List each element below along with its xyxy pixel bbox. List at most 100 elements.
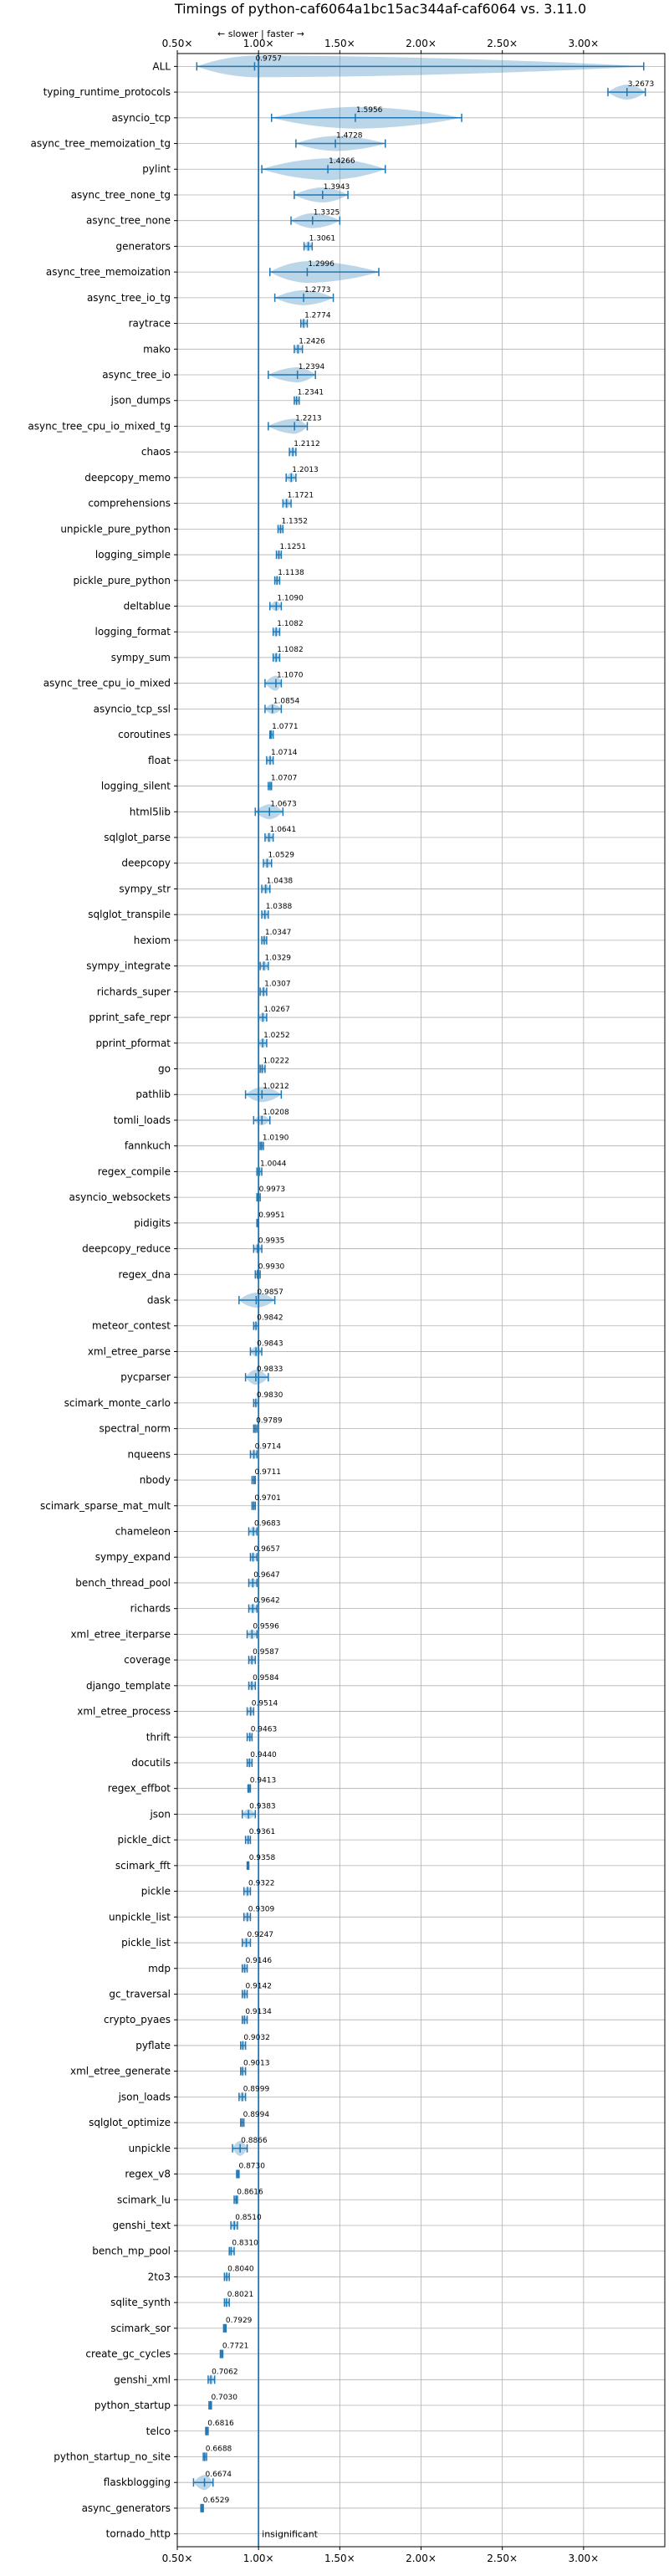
category-label: regex_v8	[125, 2169, 171, 2180]
plot-frame	[176, 53, 666, 2548]
category-label: genshi_xml	[114, 2374, 171, 2385]
value-label: 0.9973	[259, 1186, 286, 1194]
value-label: 0.9440	[250, 1751, 277, 1759]
value-label: 0.8994	[243, 2111, 270, 2119]
category-label: asyncio_websockets	[69, 1191, 171, 1203]
category-label: scimark_sparse_mat_mult	[40, 1500, 171, 1512]
category-label: pyflate	[135, 2040, 171, 2051]
x-tick-label-bottom: 2.50×	[487, 2553, 518, 2564]
category-label: nbody	[140, 1474, 171, 1486]
x-tick-label-top: 2.00×	[406, 38, 437, 49]
value-label: 1.3061	[309, 234, 336, 243]
category-label: scimark_monte_carlo	[64, 1397, 171, 1409]
value-label: 0.8730	[238, 2163, 265, 2171]
value-label: 0.9309	[248, 1905, 275, 1913]
value-label: 1.0307	[264, 980, 291, 988]
category-label: scimark_sor	[110, 2322, 171, 2334]
value-label: 0.9358	[249, 1854, 276, 1862]
x-tick-label-bottom: 1.50×	[324, 2553, 355, 2564]
value-label: 0.9833	[257, 1365, 283, 1374]
value-label: 1.0771	[272, 723, 299, 731]
category-label: pidigits	[134, 1217, 171, 1229]
value-label: 0.9843	[257, 1339, 283, 1348]
value-label: 0.9146	[246, 1957, 273, 1965]
category-label: mdp	[148, 1963, 171, 1974]
category-label: asyncio_tcp	[111, 112, 171, 124]
category-label: 2to3	[148, 2271, 171, 2282]
plot-layer	[192, 54, 646, 2547]
category-label: mako	[143, 343, 171, 355]
category-label: async_generators	[82, 2502, 171, 2514]
category-label: deepcopy_reduce	[82, 1243, 171, 1255]
category-label: bench_mp_pool	[92, 2246, 171, 2257]
category-label: scimark_lu	[117, 2194, 171, 2205]
category-label: logging_format	[94, 626, 171, 638]
category-label: xml_etree_generate	[70, 2066, 171, 2077]
value-label: 0.9596	[253, 1622, 279, 1631]
value-label: 1.4728	[336, 132, 363, 141]
category-label: regex_compile	[98, 1165, 171, 1177]
category-label: regex_dna	[118, 1268, 171, 1280]
x-tick-label-top: 2.50×	[487, 38, 518, 49]
category-label: ALL	[152, 60, 171, 72]
category-label: sympy_expand	[95, 1551, 171, 1563]
category-label: xml_etree_process	[77, 1706, 171, 1718]
category-label: richards_super	[97, 986, 171, 997]
category-label: nqueens	[128, 1448, 171, 1460]
value-label: 0.9789	[256, 1417, 283, 1426]
category-label: django_template	[86, 1680, 171, 1692]
value-label: 1.0267	[263, 1006, 290, 1014]
category-label: sympy_str	[119, 883, 171, 894]
value-label: 1.0044	[260, 1160, 287, 1168]
category-label: telco	[146, 2425, 171, 2437]
value-label: 0.8616	[237, 2188, 263, 2196]
value-label: 0.9842	[257, 1314, 283, 1323]
value-label: 0.9830	[257, 1391, 283, 1400]
category-label: thrift	[146, 1731, 171, 1743]
value-label: 0.9361	[249, 1828, 276, 1836]
category-label: regex_effbot	[108, 1783, 171, 1795]
value-label: 0.6674	[206, 2471, 232, 2479]
value-label: 0.9683	[254, 1519, 281, 1528]
label-layer: 0.50× 0.50× 1.00× 1.00× 1.50× 1.50× 2.00× 2.00×…	[28, 38, 654, 2564]
value-label: 1.1070	[277, 672, 304, 680]
category-label: tomli_loads	[114, 1114, 171, 1126]
category-label: async_tree_io	[102, 369, 171, 381]
value-label: 1.2213	[295, 414, 322, 423]
value-label: 1.4266	[329, 157, 355, 166]
category-label: bench_thread_pool	[75, 1577, 171, 1589]
value-label: 0.9642	[253, 1597, 280, 1606]
value-label: 1.1138	[278, 569, 304, 577]
value-label: 1.2774	[304, 312, 331, 320]
category-label: pickle_list	[121, 1937, 171, 1949]
value-label: 0.9383	[249, 1802, 276, 1810]
value-label: 1.0329	[265, 955, 292, 963]
category-label: sympy_integrate	[86, 960, 171, 972]
value-label: 1.2394	[299, 363, 325, 371]
value-label: 0.9857	[257, 1288, 283, 1297]
value-label: 0.9951	[258, 1211, 285, 1220]
category-label: sqlglot_optimize	[89, 2117, 171, 2128]
value-label: 0.9514	[252, 1700, 278, 1708]
x-tick-label-top: 0.50×	[162, 38, 193, 49]
category-label: xml_etree_iterparse	[70, 1628, 171, 1640]
category-label: comprehensions	[88, 498, 171, 510]
value-label: 0.9647	[253, 1571, 280, 1580]
value-label: 0.9930	[258, 1262, 285, 1271]
category-label: pprint_pformat	[96, 1037, 171, 1049]
value-label: 0.9711	[255, 1468, 282, 1477]
direction-annotation: ← slower | faster →	[217, 28, 304, 39]
insignificant-label: insignificant	[262, 2529, 319, 2540]
category-label: python_startup_no_site	[54, 2451, 171, 2462]
value-label: 0.9657	[254, 1545, 281, 1554]
value-label: 0.8510	[235, 2214, 262, 2222]
category-label: unpickle_pure_python	[60, 523, 171, 535]
chart-title: Timings of python-caf6064a1bc15ac344af-c…	[174, 1, 586, 17]
category-label: async_tree_none	[86, 215, 171, 227]
value-label: 1.0854	[273, 697, 300, 705]
value-label: 0.9584	[253, 1674, 279, 1682]
value-label: 1.2112	[294, 440, 320, 448]
value-label: 1.0222	[263, 1058, 289, 1066]
category-label: unpickle	[129, 2143, 171, 2154]
value-label: 1.0707	[271, 775, 298, 783]
